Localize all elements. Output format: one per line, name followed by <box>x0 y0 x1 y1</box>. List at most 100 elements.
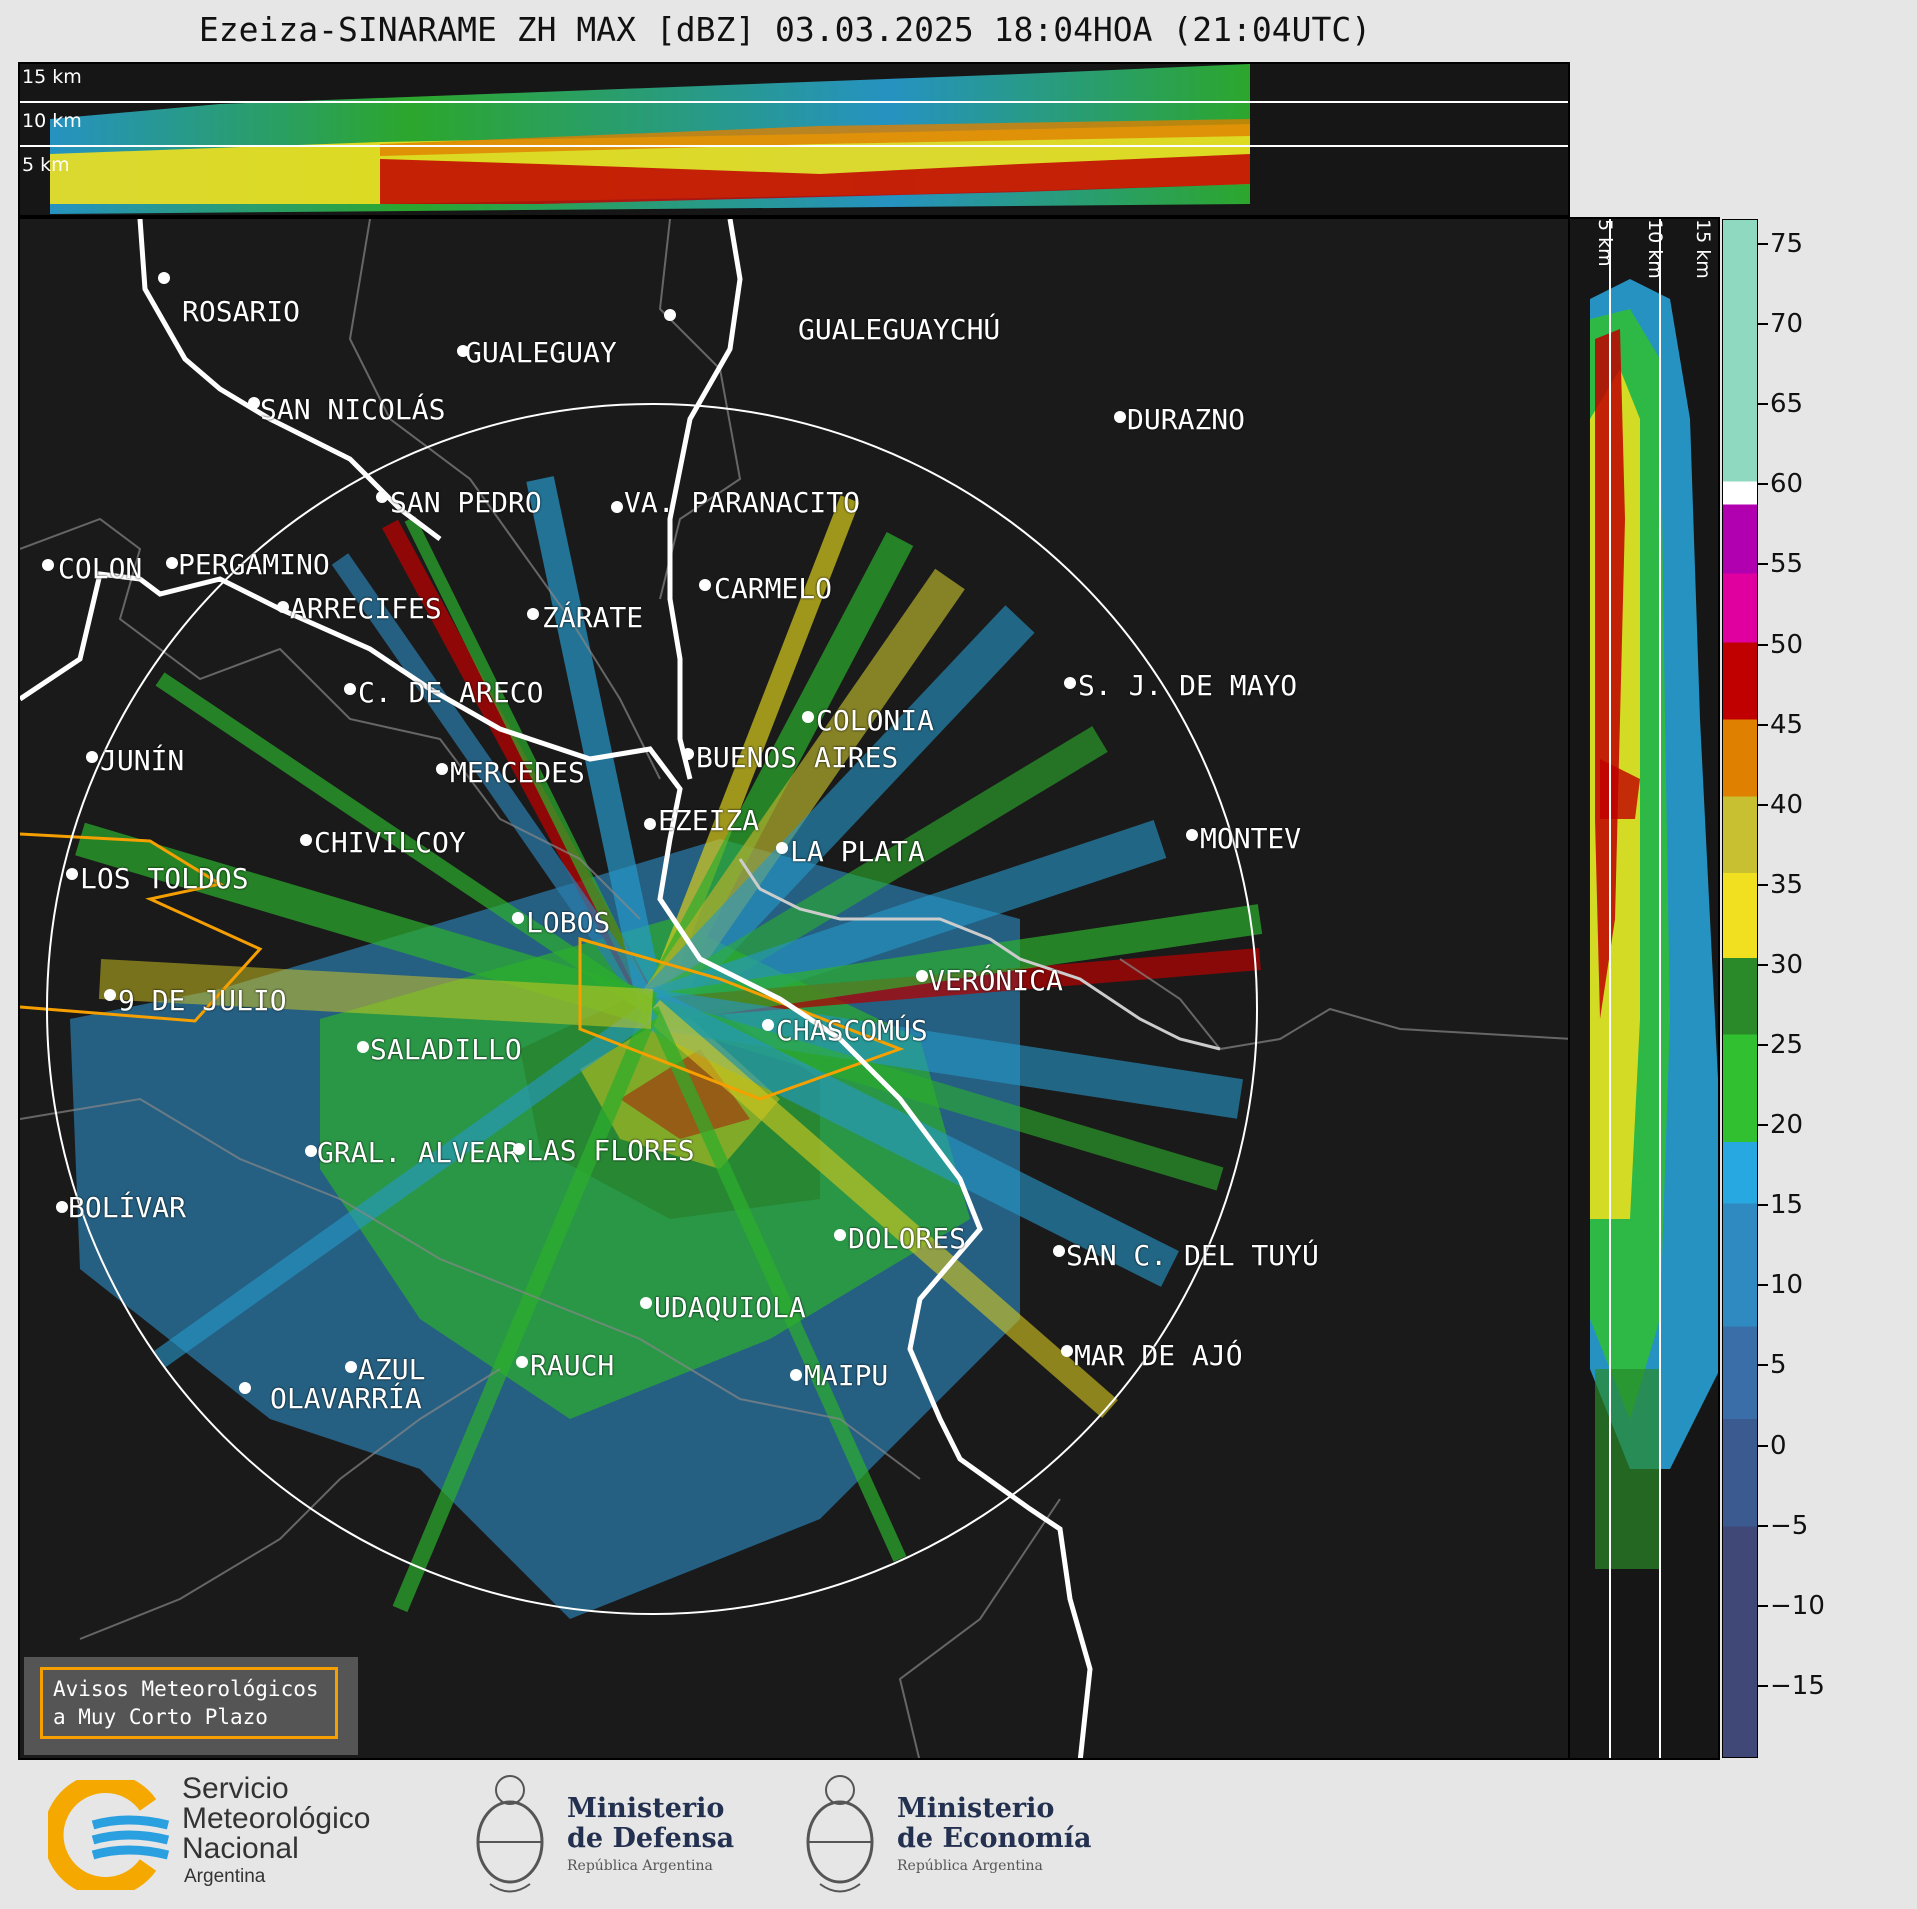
colorbar-tick <box>1758 963 1768 966</box>
coastline-rivers <box>20 219 1093 1758</box>
city-marker <box>513 1143 525 1155</box>
city-marker <box>277 601 289 613</box>
city-label: DOLORES <box>848 1222 967 1255</box>
colorbar-tick <box>1758 883 1768 886</box>
city-label: LOS TOLDOS <box>80 862 249 895</box>
city-marker <box>344 683 356 695</box>
city-marker <box>916 970 928 982</box>
city-marker <box>86 751 98 763</box>
defensa-name: Ministerio de Defensa <box>567 1793 735 1854</box>
colorbar-tick-label: 10 <box>1770 1270 1804 1301</box>
city-marker <box>762 1019 774 1031</box>
city-marker <box>640 1297 652 1309</box>
city-label: C. DE ARECO <box>358 676 544 709</box>
city-marker <box>56 1201 68 1213</box>
city-marker <box>376 491 388 503</box>
smn-logo-icon <box>48 1780 170 1890</box>
top-height-profile: 15 km 10 km 5 km <box>18 62 1570 217</box>
colorbar-tick-label: 35 <box>1770 869 1804 900</box>
city-label: MAR DE AJÓ <box>1074 1339 1243 1372</box>
avisos-box[interactable]: Avisos Meteorológicos a Muy Corto Plazo <box>24 1657 358 1755</box>
city-marker <box>1053 1245 1065 1257</box>
city-label: PERGAMINO <box>178 548 330 581</box>
city-label: MONTEV <box>1200 822 1302 855</box>
colorbar-tick-label: 0 <box>1770 1430 1787 1461</box>
city-label: VA. PARANACITO <box>624 486 861 519</box>
city-label: BUENOS AIRES <box>696 741 899 774</box>
radar-echoes <box>70 476 1263 1619</box>
city-marker <box>104 989 116 1001</box>
side-height-profile: 5 km 10 km 15 km <box>1570 217 1720 1760</box>
city-marker <box>457 345 469 357</box>
city-marker <box>834 1229 846 1241</box>
side-height-label-5km: 5 km <box>1594 219 1616 267</box>
city-marker <box>166 557 178 569</box>
colorbar-tick-label: −5 <box>1770 1510 1809 1541</box>
colorbar-tick-label: 60 <box>1770 469 1804 500</box>
top-profile-svg <box>20 64 1568 214</box>
colorbar-tick <box>1758 483 1768 486</box>
city-marker <box>1061 1345 1073 1357</box>
city-label: GUALEGUAY <box>465 336 617 369</box>
city-marker <box>1064 677 1076 689</box>
colorbar-tick <box>1758 643 1768 646</box>
colorbar-tick <box>1758 1124 1768 1127</box>
colorbar-tick-label: 5 <box>1770 1350 1787 1381</box>
city-label: GUALEGUAYCHÚ <box>798 313 1001 346</box>
city-marker <box>300 834 312 846</box>
colorbar-tick-label: 20 <box>1770 1110 1804 1141</box>
avisos-frame: Avisos Meteorológicos a Muy Corto Plazo <box>40 1667 338 1739</box>
city-label: DURAZNO <box>1127 403 1246 436</box>
city-marker <box>158 272 170 284</box>
city-label: ZÁRATE <box>542 601 644 634</box>
city-label: SAN PEDRO <box>390 486 542 519</box>
side-profile-svg <box>1590 219 1718 1758</box>
city-label: LA PLATA <box>790 835 925 868</box>
city-marker <box>790 1369 802 1381</box>
chart-title: Ezeiza-SINARAME ZH MAX [dBZ] 03.03.2025 … <box>198 10 1372 49</box>
argentina-seal-icon <box>476 1775 544 1893</box>
colorbar-tick <box>1758 1204 1768 1207</box>
city-label: GRAL. ALVEAR <box>317 1136 520 1169</box>
city-label: LOBOS <box>526 906 611 939</box>
city-marker <box>802 711 814 723</box>
warning-area-center <box>578 937 905 1101</box>
city-label: AZUL <box>358 1353 426 1386</box>
city-marker <box>239 1382 251 1394</box>
colorbar-tick-label: 30 <box>1770 949 1804 980</box>
height-label-10km: 10 km <box>22 110 82 132</box>
side-height-label-15km: 15 km <box>1692 219 1714 279</box>
city-marker <box>42 559 54 571</box>
side-height-label-10km: 10 km <box>1644 219 1666 279</box>
avisos-line-1: Avisos Meteorológicos <box>53 1677 319 1701</box>
colorbar-tick-label: 65 <box>1770 389 1804 420</box>
city-label: CHASCOMÚS <box>776 1014 928 1047</box>
city-marker <box>682 748 694 760</box>
colorbar-tick <box>1758 1364 1768 1367</box>
city-marker <box>345 1361 357 1373</box>
city-marker <box>516 1356 528 1368</box>
city-label: SAN NICOLÁS <box>260 393 446 426</box>
city-label: VERÓNICA <box>928 964 1063 997</box>
city-label: ARRECIFES <box>290 592 442 625</box>
colorbar-tick-label: 40 <box>1770 789 1804 820</box>
city-marker <box>527 608 539 620</box>
city-label: CARMELO <box>714 572 833 605</box>
colorbar-tick <box>1758 1604 1768 1607</box>
colorbar-tick <box>1758 1284 1768 1287</box>
radar-map: ROSARIO GUALEGUAYCHÚ GUALEGUAY SAN NICOLÁS D… <box>18 217 1570 1760</box>
warning-area-west <box>20 832 263 1023</box>
city-marker <box>776 842 788 854</box>
height-label-15km: 15 km <box>22 66 82 88</box>
avisos-line-2: a Muy Corto Plazo <box>53 1705 268 1729</box>
city-label: COLONIA <box>816 704 935 737</box>
colorbar-tick-label: −10 <box>1770 1590 1825 1621</box>
city-label: CHIVILCOY <box>314 826 466 859</box>
city-label: JUNÍN <box>100 744 185 777</box>
range-ring <box>46 403 1258 1615</box>
colorbar-tick <box>1758 1524 1768 1527</box>
height-label-5km: 5 km <box>22 154 70 176</box>
radar-map-svg <box>20 219 1568 1758</box>
colorbar-tick <box>1758 803 1768 806</box>
city-label: BOLÍVAR <box>68 1191 187 1224</box>
